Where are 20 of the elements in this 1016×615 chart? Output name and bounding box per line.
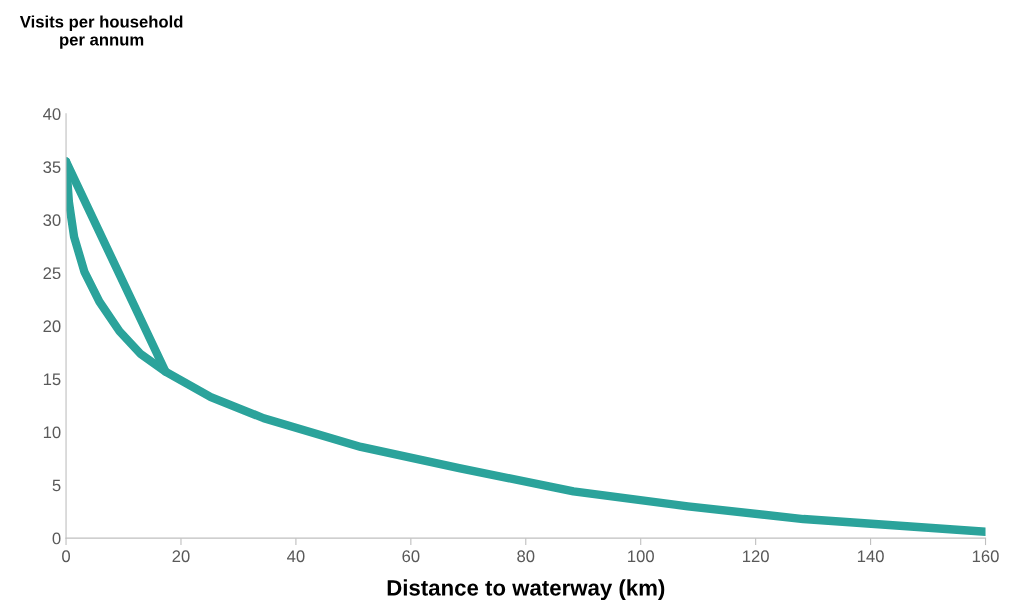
x-axis-title: Distance to waterway (km) — [387, 579, 665, 601]
y-axis-title: Visits per household per annum — [19, 15, 183, 49]
x-tick-label: 20 — [172, 550, 190, 563]
y-tick-label: 10 — [43, 426, 61, 439]
y-tick-label: 15 — [43, 373, 61, 386]
x-tick-label: 100 — [628, 550, 654, 563]
x-tick-label: 160 — [972, 550, 999, 563]
y-tick-label: 40 — [43, 108, 61, 120]
y-tick-label: 30 — [43, 214, 61, 227]
x-tick-label: 140 — [857, 550, 884, 563]
x-tick-label: 80 — [517, 550, 535, 563]
x-tick-label: 120 — [743, 550, 769, 563]
y-tick-label: 20 — [43, 320, 61, 333]
y-tick-label: 25 — [43, 267, 61, 280]
x-tick-label: 60 — [402, 550, 420, 563]
x-tick-label: 40 — [287, 550, 305, 563]
y-tick-label: 5 — [52, 479, 61, 492]
y-tick-label: 35 — [43, 161, 61, 174]
y-tick-label: 0 — [52, 532, 61, 545]
x-tick-label: 0 — [62, 550, 71, 563]
